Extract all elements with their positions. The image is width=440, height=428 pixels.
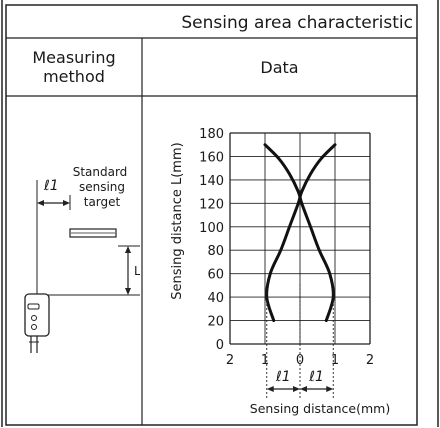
y-tick-label: 0 [216,338,224,353]
y-tick-label: 100 [199,221,224,236]
series-line-0 [265,143,337,323]
L-label: L [134,264,140,278]
y-tick-label: 60 [207,268,224,283]
y-axis-label: Sensing distance L(mm) [170,142,185,299]
l1-annotation: ℓ1 [275,369,291,385]
x-tick-label: 2 [366,353,374,368]
l1-arrowhead [300,386,307,392]
target-label-line2: sensing [79,180,125,194]
y-tick-label: 120 [199,197,224,212]
y-tick-label: 20 [207,315,224,330]
y-tick-label: 160 [199,150,224,165]
column-header-method: Measuring method [32,48,116,86]
series-line-1 [263,143,335,323]
l1-label: ℓ1 [43,178,59,194]
y-tick-label: 140 [199,174,224,189]
target-label-line1: Standard [73,165,128,179]
sensor-body [24,293,50,337]
l1-arrowhead [326,386,334,392]
table-title: Sensing area characteristic [181,13,413,33]
y-tick-label: 40 [207,291,224,306]
y-tick-label: 180 [199,127,224,142]
l1-arrowhead [266,386,274,392]
measuring-diagram: Standard sensing target ℓ1 L [24,165,140,353]
l1-arrowhead [293,386,300,392]
x-tick-label: 1 [331,353,339,368]
x-tick-label: 1 [261,353,269,368]
target-label-line3: target [84,195,121,209]
y-tick-label: 80 [207,244,224,259]
x-axis-label: Sensing distance(mm) [250,401,390,416]
l1-annotation: ℓ1 [308,369,324,385]
x-tick-label: 2 [226,353,234,368]
column-header-data: Data [260,58,299,77]
